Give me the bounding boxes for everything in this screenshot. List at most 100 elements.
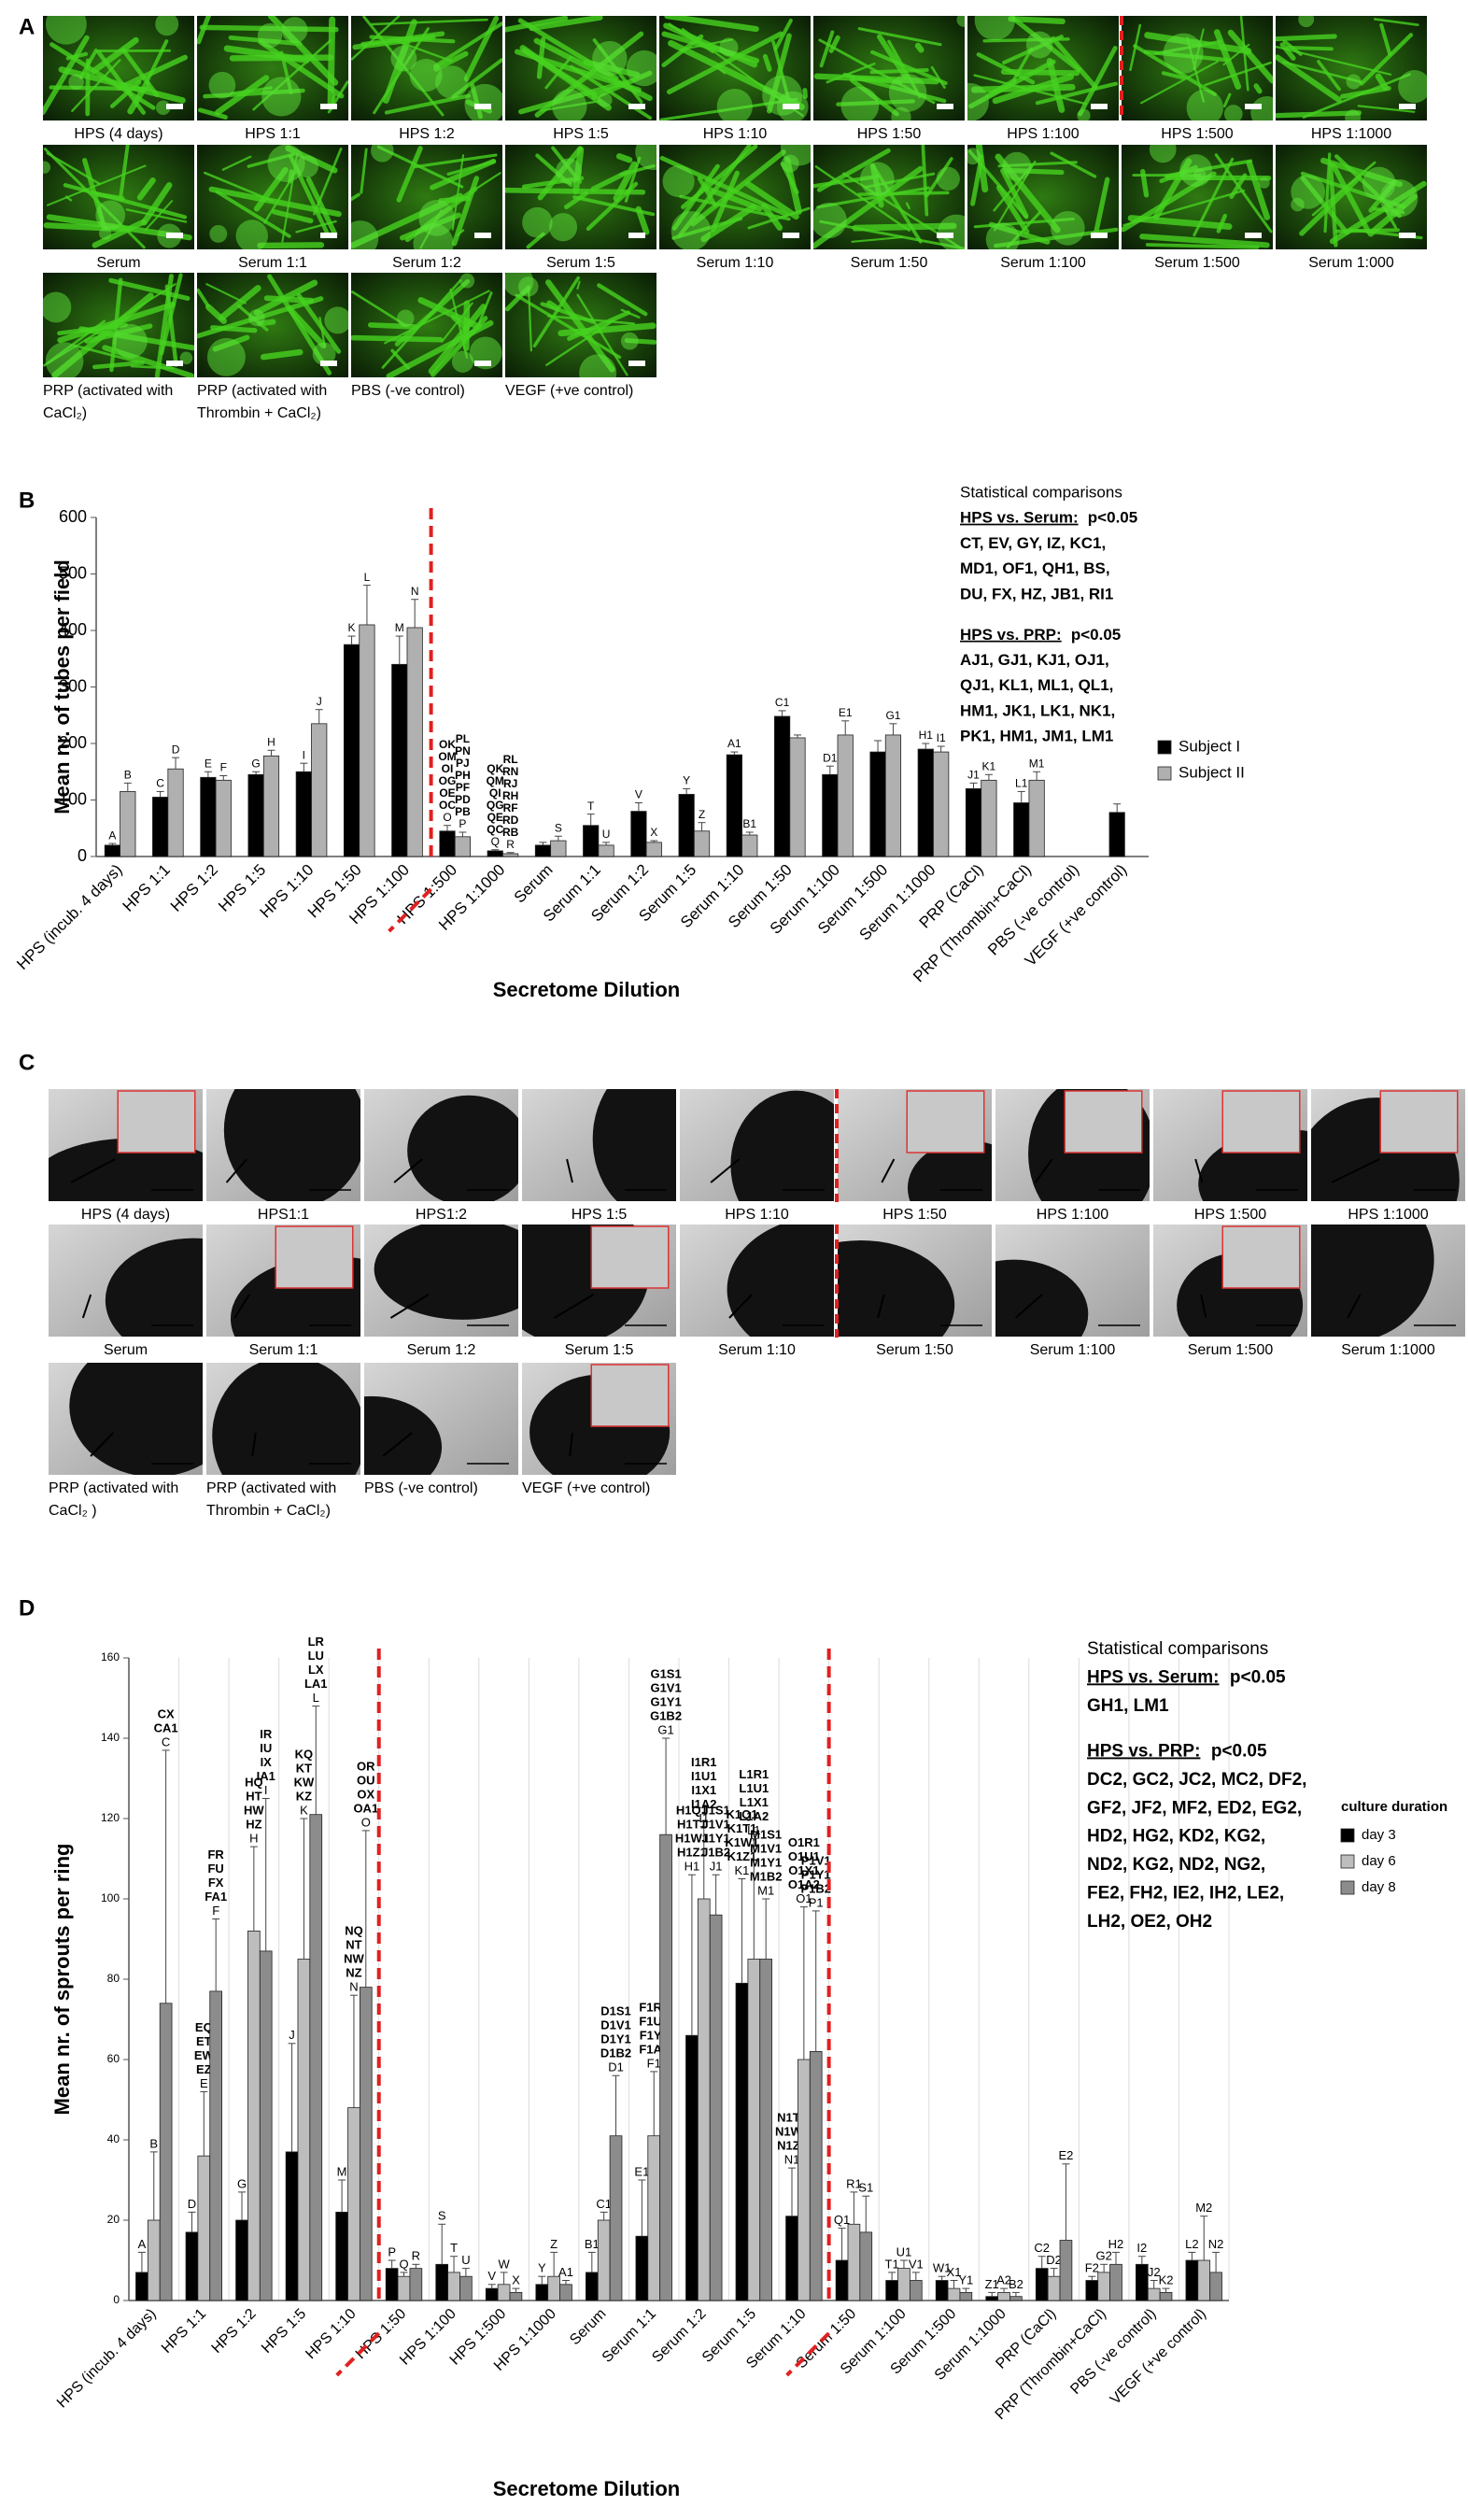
bar-annotation: OC	[439, 799, 456, 812]
micrograph-blob	[813, 202, 847, 239]
scale-bar	[320, 104, 337, 109]
micrograph-tube	[1379, 22, 1392, 56]
bar	[185, 2231, 199, 2301]
micrograph-tube	[1246, 160, 1271, 220]
bar	[547, 2275, 560, 2301]
scale-bar	[628, 104, 645, 109]
micrograph-blob	[1149, 145, 1177, 163]
bar	[1085, 2280, 1099, 2301]
bar-annotation: N1	[784, 2153, 800, 2167]
micrograph-tube	[92, 219, 147, 248]
stats-line: PK1, HM1, JM1, LM1	[960, 728, 1113, 745]
scale-bar	[1245, 233, 1262, 238]
bar-annotation: H	[249, 1832, 258, 1846]
micrograph-blob	[68, 74, 84, 91]
divider	[335, 2331, 381, 2377]
bar-annotation: NQ	[345, 1924, 363, 1938]
bar-annotation: I	[303, 748, 305, 761]
bar-annotation: FX	[208, 1876, 224, 1890]
bar	[981, 779, 997, 857]
bar-annotation: O1	[796, 1891, 812, 1905]
micrograph-blob	[281, 17, 308, 44]
bar-annotation: U1	[896, 2244, 912, 2258]
y-axis-title: Mean nr. of tubes per field	[50, 559, 74, 814]
scale-bar	[937, 104, 953, 109]
micrograph	[522, 1089, 676, 1201]
bar	[598, 844, 614, 857]
arrow	[877, 1294, 885, 1319]
bar-annotation: OG	[439, 774, 457, 787]
micrograph-blob	[1077, 108, 1091, 120]
micrograph	[813, 16, 965, 120]
bar-annotation: QE	[487, 811, 503, 824]
bar	[197, 2155, 211, 2301]
micrograph-tube	[205, 283, 247, 304]
micrograph-label: PRP (activated with	[197, 383, 327, 399]
micrograph-blob	[209, 224, 228, 243]
bar-annotation: RD	[502, 814, 519, 827]
bar-annotation: LU	[308, 1649, 324, 1663]
micrograph-tube	[456, 229, 465, 237]
bar-annotation: OU	[357, 1773, 375, 1787]
bar-annotation: Z1	[985, 2277, 999, 2291]
bar-annotation: I1A2	[691, 1797, 716, 1811]
bar-annotation: A2	[996, 2273, 1011, 2287]
stats-line: CT, EV, GY, IZ, KC1,	[960, 534, 1106, 552]
micrograph-blob	[1002, 151, 1032, 181]
micrograph-label: PRP (activated with	[43, 383, 173, 399]
micrograph-label: HPS 1:50	[857, 126, 922, 142]
bar	[309, 1814, 323, 2301]
bar-annotation: R	[506, 838, 515, 851]
scale-bar	[628, 361, 645, 366]
bar-annotation: M1	[757, 1883, 774, 1897]
micrograph-label: Serum	[96, 255, 140, 271]
bar-annotation: OE	[439, 786, 455, 800]
stats-line: QJ1, KL1, ML1, QL1,	[960, 676, 1113, 694]
micrograph-blob	[1193, 168, 1207, 181]
micrograph-label: HPS 1:5	[553, 126, 609, 142]
micrograph	[49, 1363, 203, 1475]
arrow	[1200, 1294, 1207, 1319]
inset	[590, 1364, 670, 1427]
micrograph-tube	[635, 205, 650, 235]
micrograph-blob	[390, 45, 417, 72]
micrograph	[967, 145, 1119, 249]
y-tick-label: 200	[59, 733, 87, 752]
inset	[275, 1225, 354, 1289]
bar	[726, 754, 742, 857]
stats-heading: HPS vs. Serum:	[960, 509, 1079, 527]
bar-annotation: M	[395, 621, 404, 634]
micrograph	[1311, 1089, 1465, 1201]
micrograph-tube	[438, 195, 471, 204]
bar-annotation: O	[443, 811, 451, 824]
bar	[885, 2280, 898, 2301]
micrograph-tube	[1050, 151, 1097, 178]
bar	[454, 836, 471, 857]
bar-annotation: A	[138, 2237, 147, 2251]
micrograph-tube	[43, 148, 146, 249]
ring-explant	[907, 1140, 992, 1201]
micrograph-blob	[95, 200, 126, 231]
bar-annotation: QM	[487, 774, 504, 787]
bar	[159, 2003, 173, 2301]
micrograph	[1122, 16, 1273, 120]
inset	[1221, 1225, 1301, 1289]
micrograph-blob	[1250, 96, 1273, 120]
micrograph-blob	[937, 214, 965, 249]
bar-annotation: G1	[885, 709, 900, 722]
bar	[785, 2216, 798, 2301]
micrograph-blob	[579, 354, 617, 377]
legend-label: day 3	[1362, 1827, 1396, 1843]
stats-heading: HPS vs. Serum:	[1087, 1667, 1220, 1687]
bar	[406, 627, 423, 857]
micrograph-tube	[351, 192, 360, 202]
micrograph-tube	[1204, 61, 1272, 87]
inset	[590, 1225, 670, 1289]
micrograph-tube	[1046, 58, 1066, 113]
bar	[1136, 2263, 1149, 2301]
micrograph	[659, 145, 811, 249]
arrow	[382, 1432, 413, 1457]
bar-annotation: M	[337, 2164, 347, 2178]
micrograph	[659, 16, 811, 120]
